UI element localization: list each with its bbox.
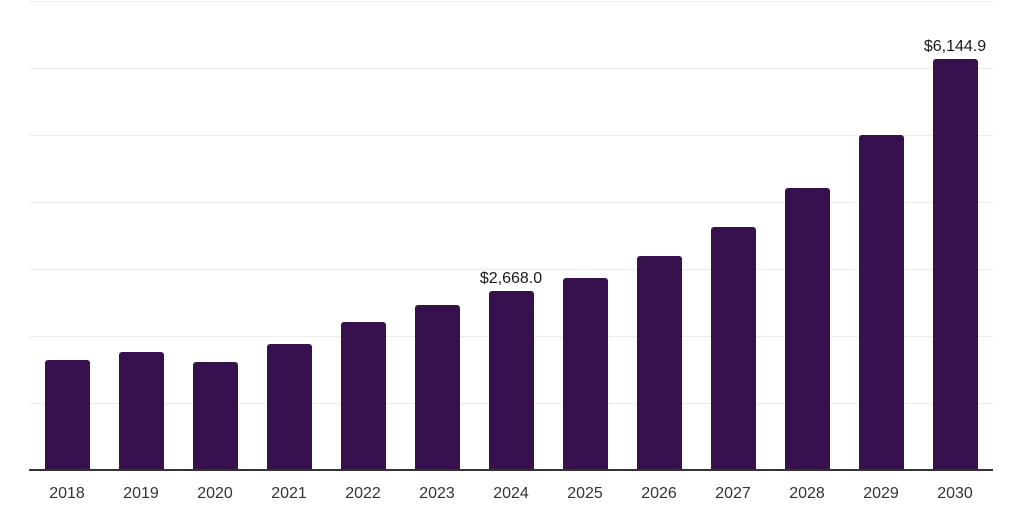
bar-2022 (340, 322, 386, 470)
x-tick-label-2023: 2023 (419, 485, 455, 502)
x-tick-label-2018: 2018 (49, 485, 85, 502)
gridline-6000 (29, 68, 993, 70)
bar-2025 (562, 277, 608, 470)
gridline-4000 (29, 202, 993, 204)
bar-2021 (266, 344, 312, 470)
x-tick-label-2025: 2025 (567, 485, 603, 502)
bar-2029 (858, 134, 904, 470)
x-tick-label-2021: 2021 (271, 485, 307, 502)
x-tick-label-2028: 2028 (789, 485, 825, 502)
x-tick-label-2026: 2026 (641, 485, 677, 502)
x-tick-label-2020: 2020 (197, 485, 233, 502)
data-label-2024: $2,668.0 (479, 270, 543, 288)
x-tick-label-2030: 2030 (937, 485, 973, 502)
gridline-5000 (29, 135, 993, 137)
x-tick-label-2027: 2027 (715, 485, 751, 502)
x-tick-label-2024: 2024 (493, 485, 529, 502)
bar-2020 (192, 361, 238, 470)
bar-2026 (636, 255, 682, 470)
x-tick-label-2022: 2022 (345, 485, 381, 502)
bar-2019 (118, 351, 164, 470)
bar-2027 (710, 227, 756, 470)
bar-2024 (488, 291, 534, 470)
bar-2018 (44, 360, 90, 470)
bar-2023 (414, 304, 460, 470)
bar-2030 (932, 58, 978, 470)
gridline-3000 (29, 269, 993, 271)
gridline-7000 (29, 1, 993, 3)
bar-2028 (784, 187, 830, 470)
x-tick-label-2019: 2019 (123, 485, 159, 502)
x-tick-label-2029: 2029 (863, 485, 899, 502)
x-axis-line (29, 469, 993, 471)
data-label-2030: $6,144.9 (923, 37, 987, 55)
